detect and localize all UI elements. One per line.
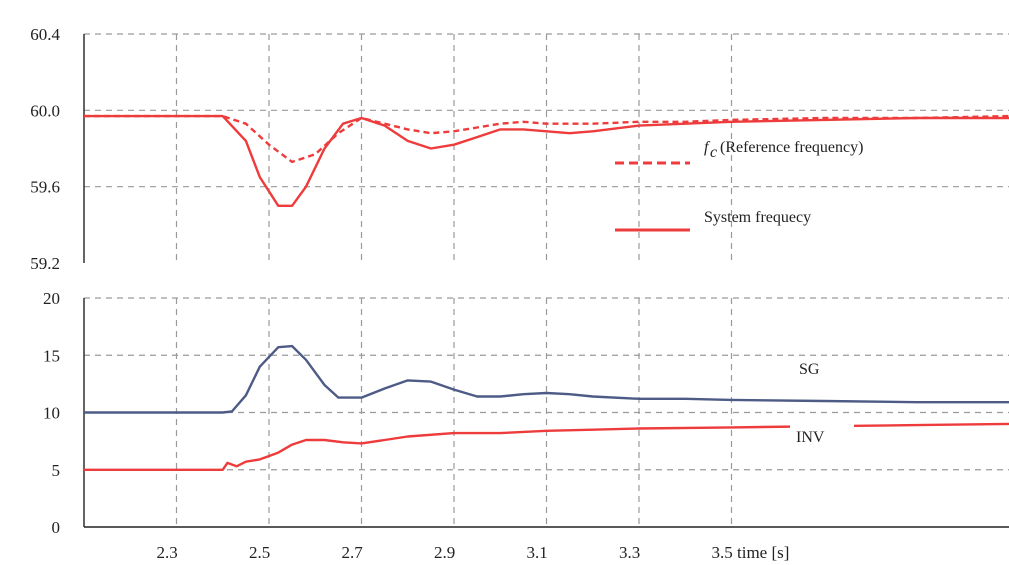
frequency-y-tick-label: 59.2 [30, 254, 60, 273]
frequency-y-tick-label: 60.0 [30, 101, 60, 120]
frequency-y-tick-label: 60.4 [30, 25, 60, 44]
legend-ref-symbol: f [704, 139, 711, 156]
power-y-tick-label: 0 [52, 518, 61, 537]
frequency-panel: 60.4 60.0 59.6 59.2 f c (Reference frequenc… [30, 25, 1009, 273]
inv-label-background [790, 420, 854, 450]
sg-series-label: SG [799, 361, 820, 378]
x-tick-label: 2.7 [342, 543, 364, 562]
x-tick-label: 3.3 [619, 543, 640, 562]
legend-ref-label: (Reference frequency) [720, 139, 863, 156]
legend-system-label: System frequecy [704, 209, 811, 226]
inv-series-label: INV [796, 429, 825, 446]
frequency-series-line-2 [84, 114, 1009, 207]
power-y-tick-label: 5 [52, 461, 61, 480]
x-tick-label: 2.5 [249, 543, 270, 562]
x-tick-label: 2.9 [434, 543, 455, 562]
power-series-line-2 [84, 422, 1009, 471]
power-y-tick-label: 15 [43, 346, 60, 365]
frequency-y-tick-label: 59.6 [30, 178, 60, 197]
power-series-line-1 [84, 344, 1009, 414]
power-y-tick-label: 10 [43, 404, 60, 423]
x-tick-label: 3.5 time [s] [712, 543, 790, 562]
x-tick-label: 3.1 [527, 543, 548, 562]
power-panel: 20 15 10 5 0 SG INV 2.3 2.5 2.7 2.9 3.1 3.3 3.5 ti… [43, 289, 1009, 562]
x-tick-label: 2.3 [157, 543, 178, 562]
power-y-tick-label: 20 [43, 289, 60, 308]
legend-ref-subscript: c [710, 144, 717, 161]
frequency-legend: f c (Reference frequency) System frequec… [615, 139, 863, 232]
frequency-series-line-1 [84, 114, 1009, 164]
